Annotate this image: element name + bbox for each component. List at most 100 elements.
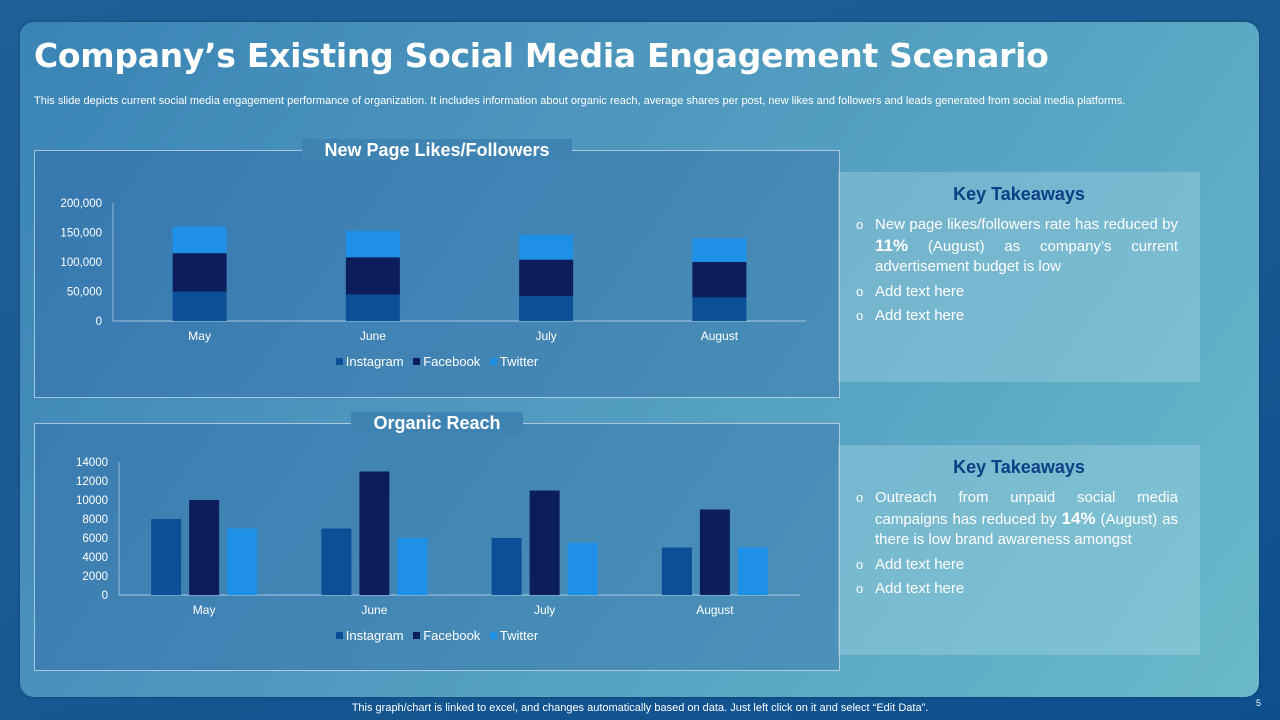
x-tick-label: May bbox=[193, 603, 216, 617]
takeaways-title: Key Takeaways bbox=[953, 457, 1085, 477]
y-tick-label: 2000 bbox=[82, 571, 108, 583]
takeaway-placeholder[interactable]: Add text here bbox=[875, 555, 965, 573]
legend-label: Instagram bbox=[345, 354, 404, 369]
bullet-icon: o bbox=[856, 556, 864, 572]
y-tick-label: 8000 bbox=[82, 514, 108, 526]
bar-facebook bbox=[692, 262, 747, 298]
chart-legend: Instagram Facebook Twitter bbox=[35, 354, 839, 369]
y-tick-label: 4000 bbox=[82, 552, 108, 564]
slide-subtitle: This slide depicts current social media … bbox=[34, 95, 1126, 107]
takeaway-item: o Add text here bbox=[856, 306, 1178, 327]
x-tick-label: August bbox=[701, 329, 739, 343]
bar-instagram bbox=[321, 528, 352, 595]
takeaways-title: Key Takeaways bbox=[953, 184, 1085, 204]
key-takeaways-panel: Key Takeaways o Outreach from unpaid soci… bbox=[838, 445, 1200, 655]
takeaways-list: o New page likes/followers rate has reduc… bbox=[838, 215, 1200, 327]
legend-twitter: Twitter bbox=[489, 354, 539, 369]
chart-title: New Page Likes/Followers bbox=[35, 139, 839, 161]
takeaway-percent: 11% bbox=[875, 235, 909, 255]
legend-swatch bbox=[489, 358, 497, 366]
takeaway-placeholder[interactable]: Add text here bbox=[875, 282, 965, 300]
takeaway-item: o Add text here bbox=[856, 555, 1178, 576]
x-tick-label: June bbox=[360, 329, 386, 343]
likes-followers-plot[interactable]: 0 50,000 100,000 150,000 200,000 May June July A… bbox=[35, 151, 839, 397]
page-number: 5 bbox=[1256, 698, 1262, 708]
chart-legend: Instagram Facebook Twitter bbox=[35, 628, 839, 643]
bar-instagram bbox=[151, 519, 182, 595]
bar-facebook bbox=[345, 257, 400, 295]
takeaway-percent: 14% bbox=[1061, 508, 1096, 528]
organic-reach-chart[interactable]: Organic Reach 0 2000 4000 6000 8000 10000 1200… bbox=[34, 412, 840, 671]
likes-followers-chart[interactable]: New Page Likes/Followers 0 50,000 100,000 1… bbox=[34, 139, 840, 398]
bullet-icon: o bbox=[856, 581, 864, 596]
chart-title: Organic Reach bbox=[35, 412, 839, 434]
takeaway-text: (August) as there is low brand awareness… bbox=[875, 510, 1179, 549]
bar-instagram bbox=[519, 296, 574, 321]
bar-facebook bbox=[172, 253, 227, 292]
bullet-icon: o bbox=[856, 308, 864, 323]
x-tick-label: May bbox=[188, 329, 211, 343]
y-tick-label: 6000 bbox=[82, 533, 108, 545]
bullet-icon: o bbox=[856, 283, 864, 299]
bar-facebook bbox=[699, 509, 730, 595]
chart-title-text: New Page Likes/Followers bbox=[302, 139, 572, 161]
chart-title-text: Organic Reach bbox=[351, 412, 523, 434]
y-tick-label: 14000 bbox=[76, 457, 108, 469]
x-tick-label: August bbox=[696, 603, 734, 617]
takeaway-item: o New page likes/followers rate has reduc… bbox=[856, 215, 1178, 278]
legend-swatch bbox=[335, 632, 343, 640]
bar-instagram bbox=[692, 297, 747, 321]
key-takeaways-panel: Key Takeaways o New page likes/followers … bbox=[838, 172, 1200, 382]
takeaway-placeholder[interactable]: Add text here bbox=[875, 307, 965, 324]
y-tick-label: 0 bbox=[96, 316, 102, 328]
bullet-icon: o bbox=[856, 490, 864, 505]
bar-instagram bbox=[172, 291, 227, 321]
x-tick-label: July bbox=[535, 329, 556, 343]
legend-swatch bbox=[335, 358, 343, 366]
bar-instagram bbox=[661, 547, 692, 595]
footer-note: This graph/chart is linked to excel, and… bbox=[351, 702, 929, 714]
legend-label: Instagram bbox=[345, 628, 404, 643]
bar-twitter bbox=[567, 542, 598, 595]
x-tick-label: July bbox=[534, 603, 555, 617]
bar-instagram bbox=[491, 538, 522, 595]
bar-twitter bbox=[397, 538, 428, 595]
takeaway-item: o Outreach from unpaid social media campa… bbox=[856, 488, 1178, 551]
bar-instagram bbox=[345, 294, 400, 321]
legend-facebook: Facebook bbox=[413, 628, 480, 643]
slide-panel bbox=[20, 22, 1259, 697]
bar-facebook bbox=[529, 490, 560, 595]
bar-facebook bbox=[519, 259, 574, 297]
y-tick-label: 50,000 bbox=[67, 287, 102, 299]
organic-reach-plot[interactable]: 0 2000 4000 6000 8000 10000 12000 14000 May June J… bbox=[35, 424, 839, 670]
y-tick-label: 12000 bbox=[76, 476, 108, 488]
legend-label: Twitter bbox=[499, 628, 539, 643]
bar-twitter bbox=[345, 230, 400, 258]
bar-twitter bbox=[692, 238, 747, 262]
takeaway-text: (August) as company’s current advertisem… bbox=[875, 237, 1178, 276]
bar-facebook bbox=[359, 471, 390, 595]
legend-label: Twitter bbox=[499, 354, 539, 369]
bar-twitter bbox=[172, 226, 227, 254]
legend-label: Facebook bbox=[423, 354, 481, 369]
legend-swatch bbox=[489, 632, 497, 640]
bar-twitter bbox=[737, 547, 768, 595]
x-tick-label: June bbox=[361, 603, 387, 617]
bullet-icon: o bbox=[856, 217, 864, 232]
y-tick-label: 150,000 bbox=[60, 228, 102, 240]
takeaways-list: o Outreach from unpaid social media campa… bbox=[838, 488, 1200, 600]
legend-facebook: Facebook bbox=[413, 354, 480, 369]
legend-twitter: Twitter bbox=[489, 628, 539, 643]
y-tick-label: 100,000 bbox=[60, 257, 102, 269]
bar-twitter bbox=[519, 234, 574, 260]
takeaway-placeholder[interactable]: Add text here bbox=[875, 580, 965, 597]
legend-label: Facebook bbox=[423, 628, 481, 643]
y-tick-label: 10000 bbox=[76, 495, 108, 507]
takeaway-text: New page likes/followers rate has reduce… bbox=[875, 216, 1178, 233]
legend-instagram: Instagram bbox=[335, 354, 404, 369]
slide-title: Company’s Existing Social Media Engageme… bbox=[34, 36, 1049, 75]
legend-swatch bbox=[413, 358, 421, 366]
takeaway-item: o Add text here bbox=[856, 579, 1178, 600]
takeaway-item: o Add text here bbox=[856, 282, 1178, 303]
y-tick-label: 200,000 bbox=[60, 198, 102, 210]
